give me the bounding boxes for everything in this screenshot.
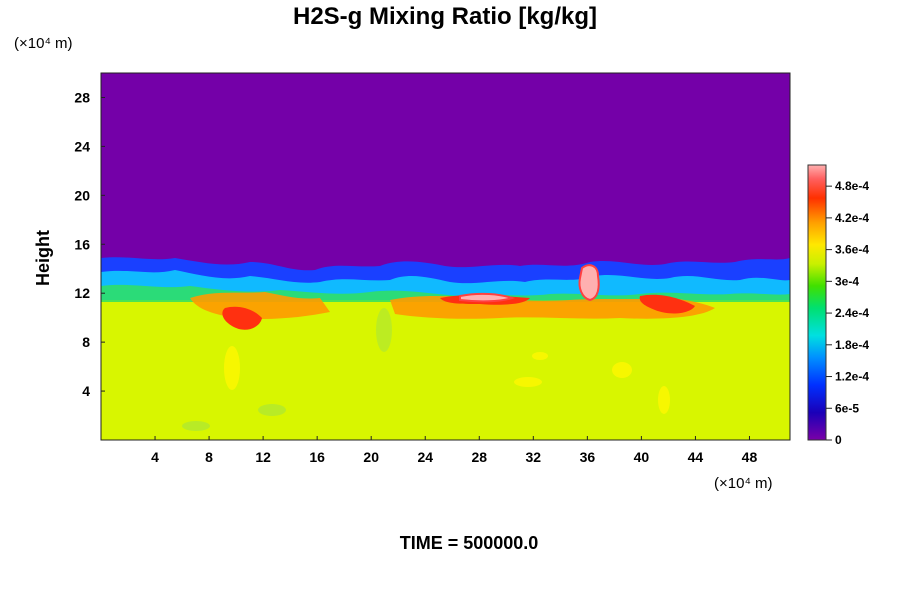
time-footer: TIME = 500000.0 [400, 533, 539, 553]
y-unit-label: (×10⁴ m) [14, 35, 73, 52]
y-axis-label: Height [33, 230, 53, 286]
colorbar-tick-label: 1.2e-4 [835, 370, 869, 384]
chart-title: H2S-g Mixing Ratio [kg/kg] [293, 3, 597, 30]
x-tick-label: 28 [471, 449, 487, 465]
colorbar-tick-label: 6e-5 [835, 401, 859, 415]
field-pocket [612, 362, 632, 378]
colorbar-gradient [807, 164, 827, 441]
x-axis-ticks: 4 8 12 16 20 24 28 32 36 40 44 48 [151, 436, 757, 465]
colorbar-tick-label: 4.2e-4 [835, 211, 869, 225]
colorbar-ticks: 0 6e-5 1.2e-4 1.8e-4 2.4e-4 3e-4 3.6e-4 4.2e-4 4… [826, 179, 869, 447]
x-tick-label: 12 [255, 449, 271, 465]
x-unit-label: (×10⁴ m) [714, 475, 773, 492]
colorbar: 0 6e-5 1.2e-4 1.8e-4 2.4e-4 3e-4 3.6e-4 4.2e-4 4… [807, 164, 869, 447]
field-pocket [514, 377, 542, 387]
colorbar-tick-label: 0 [835, 433, 842, 447]
field-lower-layer [101, 300, 790, 440]
x-tick-label: 48 [742, 449, 758, 465]
field-pocket [182, 421, 210, 431]
colorbar-tick-label: 3e-4 [835, 274, 859, 288]
y-tick-label: 20 [74, 187, 90, 203]
y-tick-label: 8 [82, 334, 90, 350]
x-tick-label: 8 [205, 449, 213, 465]
field-pocket [258, 404, 286, 416]
colorbar-tick-label: 2.4e-4 [835, 306, 869, 320]
mixing-band-red [639, 294, 695, 314]
field-pocket [532, 352, 548, 360]
colorbar-tick-label: 3.6e-4 [835, 243, 869, 257]
mixing-band-red [222, 306, 262, 330]
x-tick-label: 24 [417, 449, 433, 465]
y-tick-label: 12 [74, 285, 90, 301]
y-tick-label: 16 [74, 236, 90, 252]
plot-area [101, 73, 790, 440]
x-tick-label: 36 [580, 449, 596, 465]
x-tick-label: 44 [688, 449, 704, 465]
x-tick-label: 4 [151, 449, 159, 465]
field-pocket [658, 386, 670, 414]
x-tick-label: 16 [309, 449, 325, 465]
y-tick-label: 24 [74, 138, 90, 154]
plot-border [100, 72, 791, 441]
mixing-band-pink [578, 264, 600, 302]
x-tick-label: 20 [363, 449, 379, 465]
y-axis-ticks: 4 8 12 16 20 24 28 [74, 89, 105, 399]
field-pocket [376, 308, 392, 352]
x-tick-label: 32 [526, 449, 542, 465]
mixing-band-pink [459, 292, 516, 303]
y-tick-label: 4 [82, 383, 90, 399]
x-tick-label: 40 [634, 449, 650, 465]
colorbar-tick-label: 4.8e-4 [835, 179, 869, 193]
y-tick-label: 28 [74, 89, 90, 105]
colorbar-tick-label: 1.8e-4 [835, 338, 869, 352]
field-pocket [224, 346, 240, 390]
